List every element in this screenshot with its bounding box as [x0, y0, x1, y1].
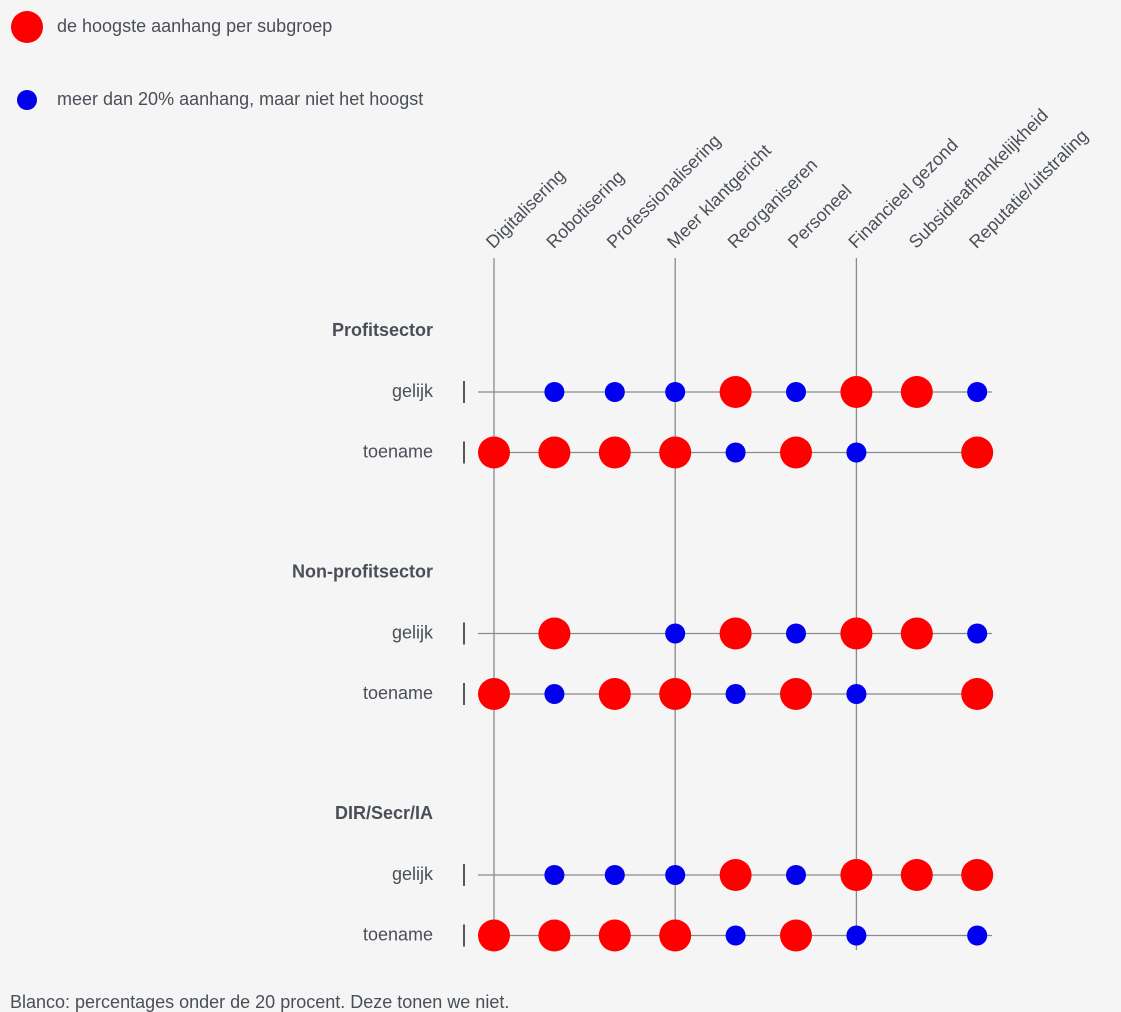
- dot: [961, 678, 994, 710]
- dot: [780, 436, 812, 469]
- dot: [598, 436, 631, 469]
- dot: [719, 859, 752, 891]
- dot: [780, 919, 812, 952]
- row-label: toename: [363, 924, 433, 944]
- dot: [780, 678, 812, 710]
- column-label: Financieel gezond: [844, 135, 961, 252]
- dot: [725, 925, 746, 946]
- column-label: Meer klantgericht: [663, 140, 775, 252]
- dot: [538, 919, 571, 952]
- group-title: Profitsector: [332, 320, 433, 340]
- dot: [900, 617, 933, 650]
- dot: [961, 436, 994, 469]
- legend-marker: [17, 90, 37, 110]
- dot: [538, 617, 571, 650]
- dot: [725, 442, 746, 463]
- dot: [786, 865, 806, 885]
- dot: [544, 684, 565, 704]
- dot: [840, 859, 873, 891]
- dot: [659, 919, 692, 952]
- dot: [598, 678, 631, 710]
- dot: [659, 678, 692, 710]
- dot: [840, 617, 873, 650]
- row-label: toename: [363, 441, 433, 461]
- dot: [900, 859, 933, 891]
- dot: [598, 919, 631, 952]
- dot: [846, 925, 867, 946]
- dot: [604, 382, 625, 402]
- dot: [846, 442, 867, 463]
- dot: [665, 382, 686, 402]
- dot: [544, 865, 565, 885]
- dot: [544, 382, 565, 402]
- footnote: Blanco: percentages onder de 20 procent.…: [10, 992, 509, 1012]
- dot: [967, 623, 988, 644]
- dot: [719, 617, 752, 650]
- dot: [665, 623, 686, 644]
- legend-label: de hoogste aanhang per subgroep: [57, 16, 332, 36]
- dot: [665, 865, 686, 885]
- row-label: gelijk: [392, 622, 434, 642]
- dot: [538, 436, 571, 469]
- dot: [961, 859, 994, 891]
- dot: [604, 865, 625, 885]
- dot: [478, 678, 510, 710]
- row-label: gelijk: [392, 864, 434, 884]
- dot: [719, 376, 752, 408]
- dot: [967, 925, 988, 946]
- dot: [725, 684, 746, 704]
- dot: [786, 623, 806, 644]
- dot: [967, 382, 988, 402]
- dot: [659, 436, 692, 469]
- dot: [900, 376, 933, 408]
- column-label: Reputatie/uitstraling: [965, 126, 1092, 253]
- legend-label: meer dan 20% aanhang, maar niet het hoog…: [57, 89, 423, 109]
- dot: [786, 382, 806, 402]
- dot: [846, 684, 867, 704]
- group-title: Non-profitsector: [292, 561, 433, 581]
- dot: [840, 376, 873, 408]
- group-title: DIR/Secr/IA: [335, 803, 433, 823]
- dot: [478, 436, 510, 469]
- row-label: toename: [363, 683, 433, 703]
- row-label: gelijk: [392, 381, 434, 401]
- column-label: Professionalisering: [603, 131, 725, 253]
- legend-marker: [11, 11, 43, 43]
- dot: [478, 919, 510, 952]
